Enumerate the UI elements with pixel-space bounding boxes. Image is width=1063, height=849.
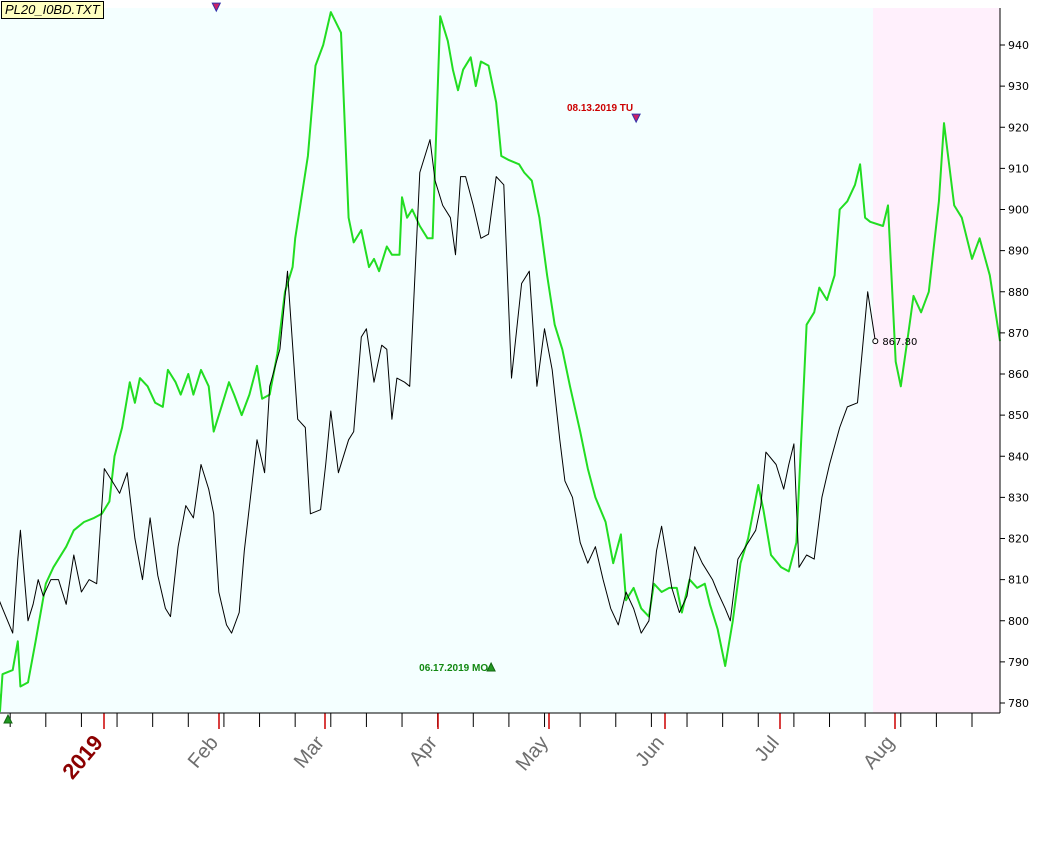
y-tick-label: 930 xyxy=(1008,80,1029,93)
y-tick-label: 880 xyxy=(1008,286,1029,299)
y-tick-label: 920 xyxy=(1008,121,1029,134)
x-month-label: Jun xyxy=(631,732,669,771)
y-tick-label: 830 xyxy=(1008,491,1029,504)
y-tick-label: 900 xyxy=(1008,204,1029,217)
y-tick-label: 910 xyxy=(1008,162,1029,175)
y-tick-label: 870 xyxy=(1008,327,1029,340)
y-tick-label: 860 xyxy=(1008,368,1029,381)
price-line xyxy=(0,139,876,634)
low-marker xyxy=(486,661,496,672)
x-month-label: Aug xyxy=(859,732,899,773)
series-layer: 867.80 xyxy=(0,11,1001,713)
high-marker xyxy=(211,2,222,13)
y-tick-label: 800 xyxy=(1008,615,1029,628)
annotations: 03.01.2019 FR 08.13.2019 TU 06.17.2019 MO xyxy=(3,0,641,724)
x-month-label: Feb xyxy=(184,732,223,773)
last-price-marker xyxy=(872,338,879,345)
forecast-line xyxy=(0,11,1001,713)
y-tick-label: 890 xyxy=(1008,245,1029,258)
annotation-label: 08.13.2019 TU xyxy=(567,103,633,114)
x-year-label: 2019 xyxy=(57,730,108,784)
y-tick-label: 780 xyxy=(1008,697,1029,710)
x-month-label: May xyxy=(512,732,553,775)
x-month-label: Jul xyxy=(751,732,784,766)
start-marker xyxy=(3,713,13,724)
x-month-label: Mar xyxy=(290,732,329,773)
file-label: PL20_I0BD.TXT xyxy=(1,1,104,19)
y-tick-label: 810 xyxy=(1008,574,1029,587)
last-price-label: 867.80 xyxy=(882,337,917,348)
y-tick-label: 820 xyxy=(1008,533,1029,546)
y-tick-label: 940 xyxy=(1008,39,1029,52)
high-marker xyxy=(631,113,641,124)
annotation-label: 06.17.2019 MO xyxy=(419,663,488,674)
y-axis: 780 790 800 810 820 830 840 850 860 870 880 890 900 9… xyxy=(1000,39,1029,710)
y-tick-label: 790 xyxy=(1008,656,1029,669)
y-tick-label: 850 xyxy=(1008,409,1029,422)
plot-background-future xyxy=(873,8,1000,713)
x-month-label: Apr xyxy=(405,732,442,770)
annotation-label: 03.01.2019 FR xyxy=(147,0,214,3)
y-tick-label: 840 xyxy=(1008,450,1029,463)
x-axis: 2019 Feb Mar Apr May Jun Jul Aug xyxy=(9,713,973,784)
